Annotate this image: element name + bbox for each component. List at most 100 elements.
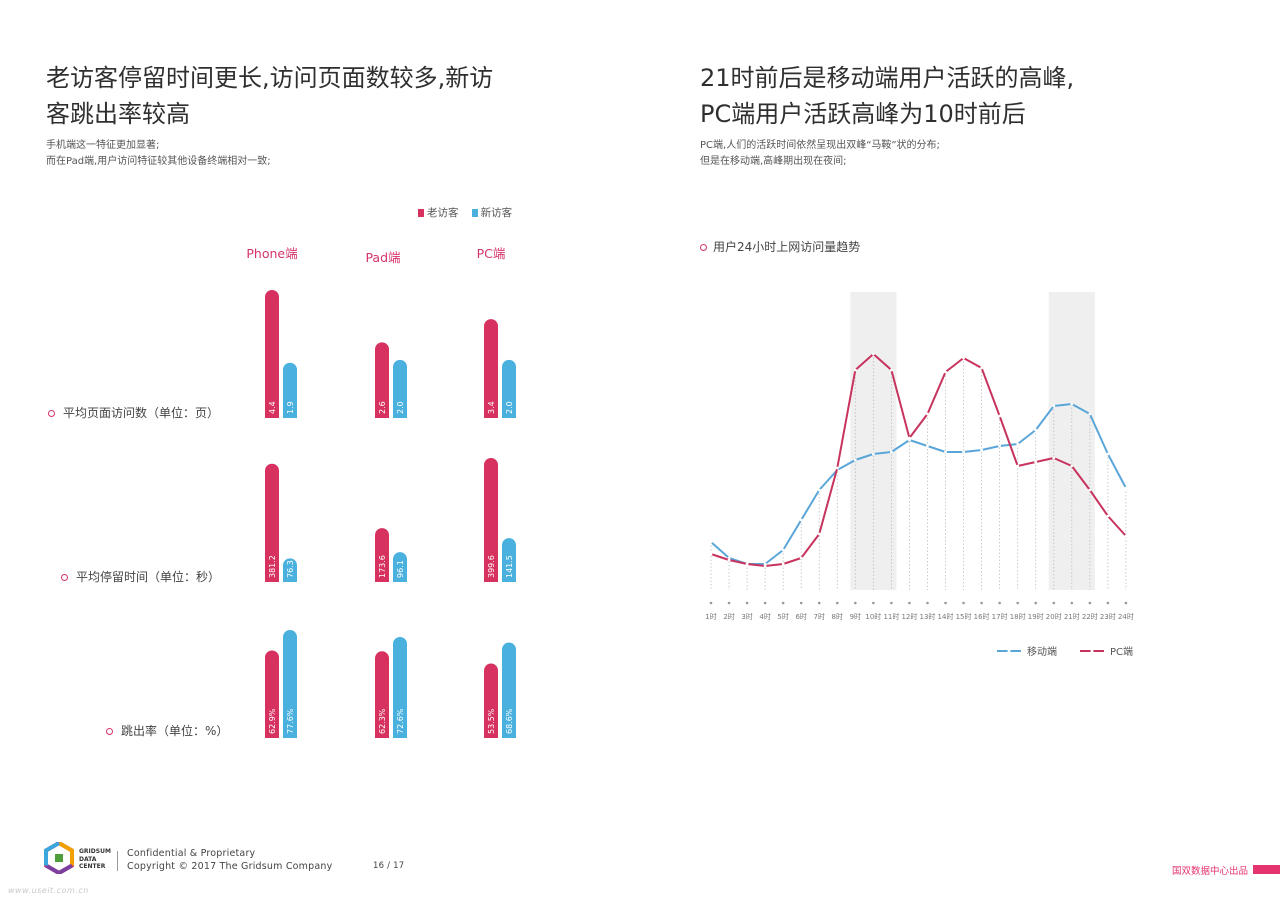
point-mobile [871,452,875,456]
accent-bar [1253,865,1280,874]
bar-new-0-1 [393,359,407,418]
left-description: 手机端这一特征更加显著; 而在Pad端,用户访问特征较其他设备终端相对一致; [46,138,271,170]
bar-value-label: 2.0 [505,401,514,414]
point-pc [853,368,857,372]
point-mobile [727,556,731,560]
x-tick-label: 23时 [1100,612,1116,621]
bar-value-label: 2.6 [378,401,387,414]
bar-value-label: 68.6% [505,708,514,734]
point-pc [727,558,731,562]
bar-old-0-1 [375,342,389,418]
point-pc [962,356,965,360]
bar-new-2-0 [283,630,297,738]
x-tick-dot [944,601,947,605]
x-tick-label: 21时 [1064,612,1080,621]
x-tick-label: 3时 [741,612,752,621]
right-title-line1: 21时前后是移动端用户活跃的高峰, [700,64,1075,92]
x-tick-dot [799,601,803,605]
x-tick-label: 16时 [974,612,990,621]
x-tick-label: 18时 [1010,612,1026,621]
line-chart-title-text: 用户24小时上网访问量趋势 [713,240,861,254]
logo-line3: CENTER [79,863,106,870]
point-mobile [890,450,893,454]
legend-label-mobile: 移动端 [1027,645,1057,658]
x-tick-label: 8时 [832,612,843,621]
point-mobile [853,458,857,462]
point-pc [926,412,929,416]
ring-bullet-icon [48,410,55,417]
x-tick-dot [908,601,911,605]
right-desc-line2: 但是在移动端,高峰期出现在夜间; [700,156,847,167]
device-label-pc: PC端 [476,246,506,261]
bar-new-1-0 [283,558,297,582]
point-pc [1088,488,1092,492]
x-tick-label: 13时 [920,612,936,621]
x-tick-dot [1088,601,1092,605]
bar-new-2-2 [502,642,516,738]
produced-by: 国双数据中心出品 [1172,866,1249,877]
point-pc [763,564,767,568]
series-line-mobile [710,403,1127,565]
metric-label-pages-text: 平均页面访问数（单位：页） [63,406,220,420]
x-tick-label: 2时 [723,612,734,621]
x-tick-dot [1034,601,1038,605]
point-mobile [799,518,803,522]
bar-value-label: 62.9% [268,708,277,734]
bar-old-1-1 [375,528,389,582]
bar-old-1-2 [484,458,498,582]
bar-legend: 老访客 新访客 [418,202,512,221]
x-tick-dot [872,601,875,605]
right-desc-line1: PC端,人们的活跃时间依然呈现出双峰“马鞍”状的分布; [700,140,940,151]
left-title-line2: 客跳出率较高 [46,100,190,128]
x-tick-dot [890,601,893,605]
x-tick-dot [1070,601,1074,605]
x-tick-label: 7时 [814,612,825,621]
bar-value-label: 53.5% [487,708,496,734]
bar-value-label: 76.3 [286,560,295,578]
point-mobile [1070,402,1074,406]
x-tick-dot [781,601,785,605]
legend-old-label: 老访客 [427,207,459,219]
bar-old-1-0 [265,463,279,582]
bar-charts: 4.4 2.6 3.4 1.9 2.0 2.0 381.2 173.6 399.6 76.3 96.… [265,290,516,738]
bar-value-label: 72.6% [396,708,405,734]
point-pc [1106,514,1110,518]
bar-new-2-1 [393,636,407,738]
bar-value-label: 399.6 [487,555,496,578]
right-description: PC端,人们的活跃时间依然呈现出双峰“马鞍”状的分布; 但是在移动端,高峰期出现… [700,138,940,170]
bar-old-2-1 [375,651,389,738]
logo-line2: DATA [79,855,97,863]
right-title: 21时前后是移动端用户活跃的高峰, PC端用户活跃高峰为10时前后 [700,60,1074,132]
point-mobile [709,540,713,544]
point-mobile [1088,412,1092,416]
point-pc [817,532,821,536]
point-mobile [1052,404,1056,408]
point-pc [709,552,713,556]
legend-marker-0 [1007,649,1011,653]
point-pc [781,562,785,566]
x-tick-label: 15时 [956,612,972,621]
x-tick-dot [709,601,713,605]
bar-value-label: 62.3% [378,708,387,734]
x-tick-label: 14时 [938,612,954,621]
x-tick-dot [1106,601,1110,605]
x-tick-dot [1016,601,1019,605]
legend-old-swatch [418,208,424,217]
logo-wordmark: GRIDSUM DATA CENTER [79,848,111,871]
bar-value-label: 381.2 [268,555,277,578]
point-pc [1016,464,1020,468]
metric-label-duration: 平均停留时间（单位：秒） [61,568,220,585]
x-tick-label: 19时 [1028,612,1044,621]
point-pc [1070,464,1074,468]
page-number: 16 / 17 [373,861,405,871]
bar-new-0-0 [283,362,297,418]
x-tick-dot [817,601,821,605]
x-tick-dot [926,601,929,605]
point-mobile [1124,486,1128,490]
x-tick-dot [745,601,749,605]
x-tick-label: 12时 [901,612,917,621]
point-mobile [998,444,1002,448]
x-tick-label: 6时 [795,612,806,621]
bar-value-label: 173.6 [378,555,387,578]
x-tick-dot [1124,601,1128,605]
